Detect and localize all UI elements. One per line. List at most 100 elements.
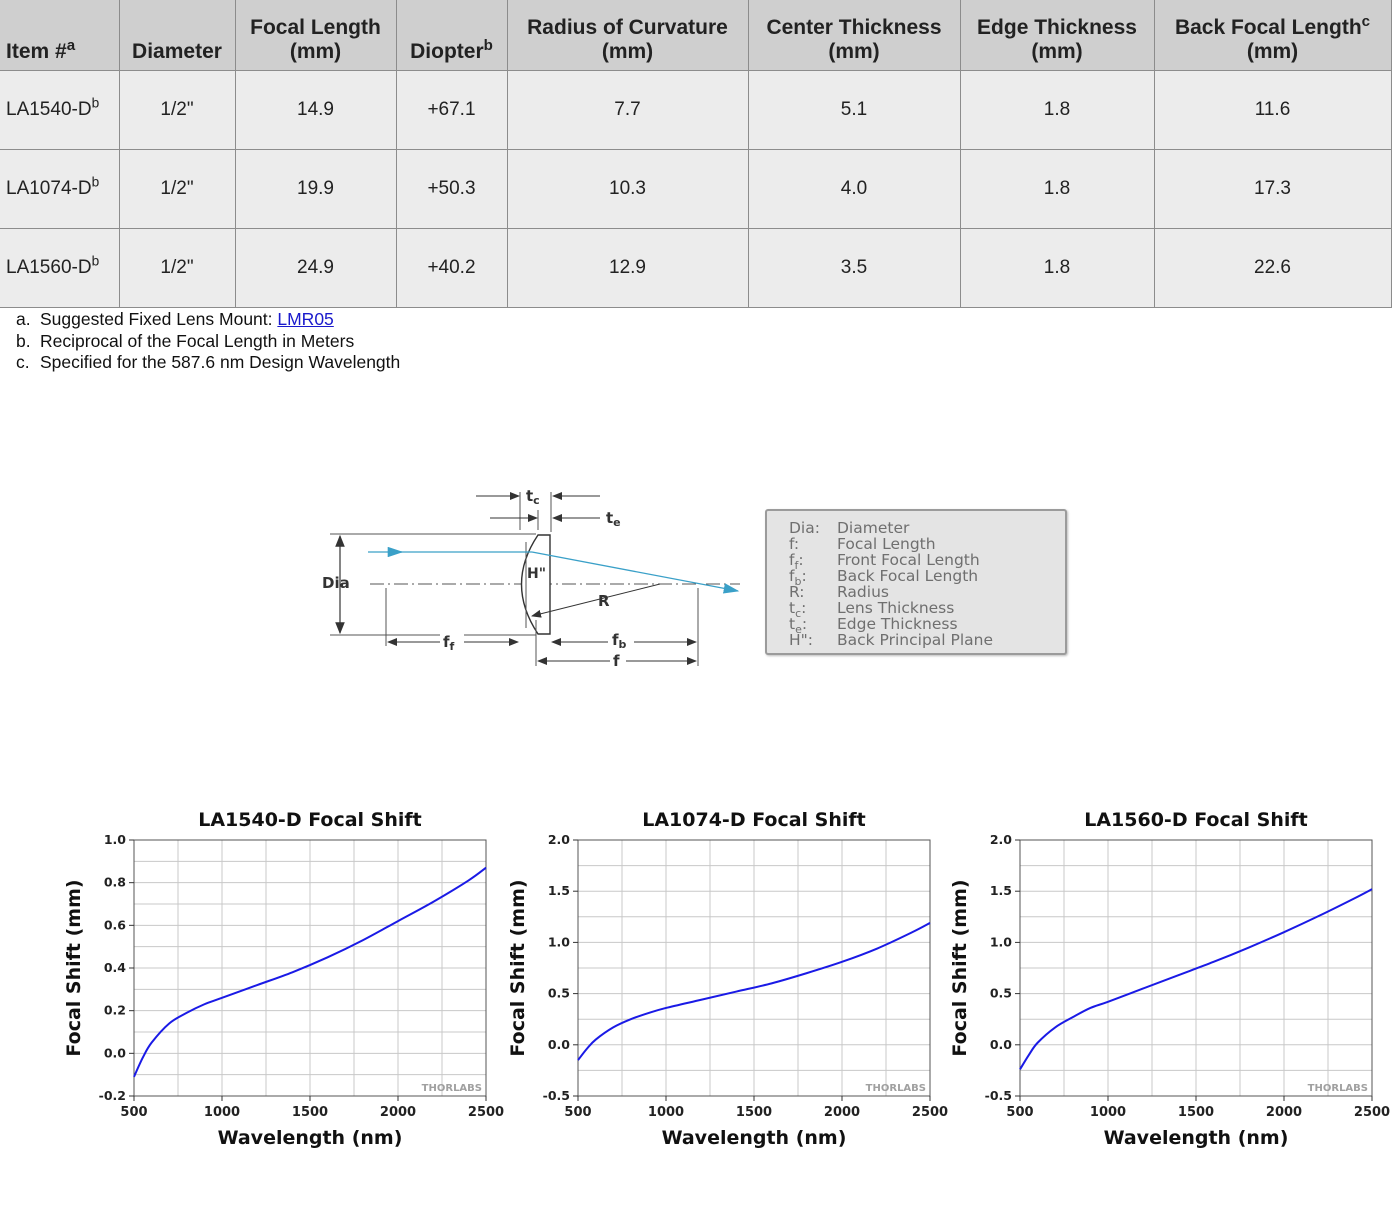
cell-item: LA1074-Db: [0, 149, 120, 229]
cell-edge-thickness: 1.8: [959, 228, 1155, 308]
radius-line: [531, 583, 661, 618]
table-row: LA1540-Db 1/2" 14.9 +67.1 7.7 5.1 1.8 11…: [0, 70, 1392, 150]
x-tick-label: 1000: [1090, 1105, 1126, 1120]
cell-center-thickness: 3.5: [747, 228, 961, 308]
chart-title: LA1560-D Focal Shift: [1084, 809, 1308, 831]
lmr05-link[interactable]: LMR05: [277, 309, 334, 329]
focal-shift-chart-la1560: 500 1000 1500 2000 2500 -0.5 0.0 0.5 1.0 1.5 2.0 LA…: [949, 809, 1390, 1149]
lens-diagram: Dia tc te H" R ff fb f: [322, 487, 740, 670]
ray-out: [531, 551, 740, 594]
header-item: Item #a: [0, 0, 120, 71]
legend-row: f: Focal Length: [789, 536, 1065, 552]
y-tick-label: 0.5: [990, 986, 1012, 1001]
legend-text: Back Principal Plane: [837, 631, 994, 649]
footnote-key: c.: [16, 352, 30, 372]
x-tick-label: 500: [120, 1105, 147, 1120]
x-tick-label: 2000: [1266, 1105, 1302, 1120]
y-tick-label: 0.6: [104, 917, 126, 932]
footnotes: a. Suggested Fixed Lens Mount: LMR05 b. …: [16, 309, 400, 374]
ff-label-bg: [440, 634, 464, 650]
y-axis-label: Focal Shift (mm): [949, 879, 971, 1056]
dia-label: Dia: [322, 574, 350, 592]
y-tick-label: -0.2: [99, 1088, 126, 1103]
y-tick-label: -0.5: [985, 1088, 1012, 1103]
footnote-a: a. Suggested Fixed Lens Mount: LMR05: [16, 309, 400, 331]
y-tick-label: -0.5: [543, 1088, 570, 1103]
header-center-thickness: Center Thickness (mm): [747, 0, 961, 71]
y-tick-label: 0.5: [548, 986, 570, 1001]
legend-text: Radius: [837, 583, 889, 601]
y-tick-label: 1.0: [104, 832, 126, 847]
footnote-key: b.: [16, 330, 31, 351]
footnote-c: c. Specified for the 587.6 nm Design Wav…: [16, 352, 400, 374]
y-tick-label: 2.0: [990, 832, 1012, 847]
x-tick-label: 1500: [292, 1105, 328, 1120]
focal-shift-series-line: [577, 922, 931, 1061]
focal-shift-chart-la1540: 500 1000 1500 2000 2500 -0.2 0.0 0.2 0.4 0.6 0.8 1.…: [63, 809, 504, 1149]
cell-focal-length: 24.9: [234, 228, 397, 308]
header-back-focal-length: Back Focal Lengthc (mm): [1153, 0, 1392, 71]
legend-key: H":: [789, 631, 814, 649]
x-tick-label: 2000: [380, 1105, 416, 1120]
header-diameter: Diameter: [118, 0, 236, 71]
x-tick-label: 1000: [648, 1105, 684, 1120]
header-focal-length: Focal Length (mm): [234, 0, 397, 71]
cell-diameter: 1/2": [118, 149, 236, 229]
legend-row: R: Radius: [789, 584, 1065, 600]
x-tick-label: 2500: [1354, 1105, 1390, 1120]
thorlabs-watermark: THORLABS: [422, 1083, 482, 1094]
x-axis-label: Wavelength (nm): [218, 1127, 403, 1149]
y-tick-label: 0.4: [104, 960, 126, 975]
y-tick-label: 0.0: [104, 1045, 126, 1060]
legend-text: Lens Thickness: [837, 599, 955, 617]
legend-key: fb:: [789, 567, 807, 589]
legend-key: te:: [789, 615, 808, 637]
diagram-legend: Dia: Diameter f: Focal Length ff: Front Foc…: [765, 509, 1067, 655]
f-label-bg: [610, 653, 626, 669]
footnote-b: b. Reciprocal of the Focal Length in Met…: [16, 331, 400, 353]
legend-row: ff: Front Focal Length: [789, 551, 1065, 573]
focal-shift-chart-la1074: 500 1000 1500 2000 2500 -0.5 0.0 0.5 1.0 1.5 2.0 LA…: [507, 809, 948, 1149]
legend-row: Dia: Diameter: [789, 520, 1065, 536]
y-tick-label: 0.2: [104, 1003, 126, 1018]
te-label: te: [606, 509, 621, 529]
cell-diopter: +67.1: [395, 70, 508, 150]
chart-title: LA1540-D Focal Shift: [198, 809, 422, 831]
legend-row: tc: Lens Thickness: [789, 599, 1065, 620]
x-tick-label: 500: [564, 1105, 591, 1120]
lens-element: [520, 534, 551, 635]
legend-text: Focal Length: [837, 535, 936, 553]
cell-item: LA1560-Db: [0, 228, 120, 308]
table-row: LA1074-Db 1/2" 19.9 +50.3 10.3 4.0 1.8 1…: [0, 149, 1392, 229]
cell-edge-thickness: 1.8: [959, 70, 1155, 150]
y-tick-label: 0.8: [104, 875, 126, 890]
legend-row: H": Back Principal Plane: [789, 632, 1065, 648]
x-axis-label: Wavelength (nm): [662, 1127, 847, 1149]
y-tick-label: 0.0: [990, 1037, 1012, 1052]
cell-focal-length: 19.9: [234, 149, 397, 229]
y-tick-label: 1.5: [990, 883, 1012, 898]
ff-label: ff: [443, 633, 455, 653]
y-tick-label: 1.0: [990, 934, 1012, 949]
x-tick-label: 2500: [912, 1105, 948, 1120]
legend-row: fb: Back Focal Length: [789, 567, 1065, 589]
legend-key: R:: [789, 583, 805, 601]
x-axis-label: Wavelength (nm): [1104, 1127, 1289, 1149]
x-tick-label: 2500: [468, 1105, 504, 1120]
y-axis-label: Focal Shift (mm): [63, 879, 85, 1056]
f-label: f: [613, 652, 620, 670]
y-tick-label: 1.0: [548, 934, 570, 949]
tc-label: tc: [526, 487, 540, 507]
fb-label-bg: [608, 632, 634, 648]
cell-back-focal-length: 11.6: [1153, 70, 1392, 150]
x-tick-label: 1500: [736, 1105, 772, 1120]
legend-key: ff:: [789, 551, 804, 573]
fb-label: fb: [612, 631, 627, 651]
legend-text: Back Focal Length: [837, 567, 979, 585]
header-diopter: Diopterb: [395, 0, 508, 71]
cell-edge-thickness: 1.8: [959, 149, 1155, 229]
table-header-row: Item #a Diameter Focal Length (mm) Diopte…: [0, 0, 1392, 71]
focal-shift-series-line: [1019, 888, 1373, 1070]
header-edge-thickness: Edge Thickness (mm): [959, 0, 1155, 71]
x-tick-label: 500: [1006, 1105, 1033, 1120]
